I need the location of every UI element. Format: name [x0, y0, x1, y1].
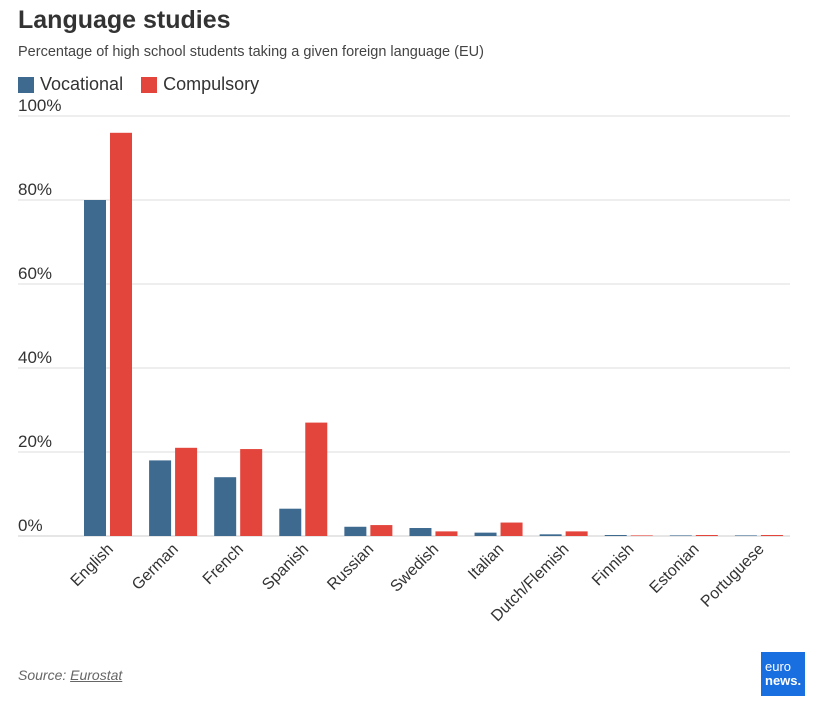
bar-vocational	[604, 535, 627, 536]
bar-vocational	[214, 477, 237, 536]
legend-item-vocational: Vocational	[18, 74, 123, 95]
x-tick-label: English	[68, 541, 117, 590]
bar-compulsory	[695, 535, 718, 536]
bar-vocational	[149, 460, 172, 536]
bar-vocational	[734, 535, 757, 536]
y-tick-label: 60%	[18, 264, 52, 283]
bar-compulsory	[240, 449, 263, 536]
bar-compulsory	[500, 522, 523, 536]
x-tick-label: Swedish	[387, 541, 442, 596]
x-tick-label: French	[200, 541, 247, 588]
bar-vocational	[669, 535, 692, 536]
x-tick-label: Spanish	[259, 541, 312, 594]
chart-subtitle: Percentage of high school students takin…	[18, 44, 484, 60]
legend-swatch-compulsory	[141, 76, 158, 93]
x-tick-label: Portuguese	[698, 541, 768, 611]
bar-vocational	[539, 534, 562, 536]
legend-label-compulsory: Compulsory	[163, 74, 260, 94]
bar-vocational	[344, 526, 367, 536]
chart-legend: Vocational Compulsory	[18, 74, 259, 95]
legend-label-vocational: Vocational	[40, 74, 124, 94]
x-tick-label: Estonian	[647, 541, 703, 597]
y-tick-label: 0%	[18, 516, 43, 535]
bar-compulsory	[565, 531, 588, 536]
source-note: Source: Eurostat	[18, 667, 122, 683]
y-tick-label: 20%	[18, 432, 52, 451]
bar-chart: 0% 20% 40% 60% 80% 100% English German French Spa…	[18, 96, 790, 625]
bar-compulsory	[110, 132, 132, 537]
bar-vocational	[409, 528, 432, 536]
bar-compulsory	[305, 422, 328, 536]
bar-vocational	[84, 200, 106, 536]
x-tick-label: Russian	[324, 541, 377, 594]
y-tick-label: 80%	[18, 180, 52, 199]
legend-item-compulsory: Compulsory	[141, 74, 259, 95]
bar-compulsory	[760, 535, 783, 536]
bar-compulsory	[370, 525, 393, 536]
x-tick-label: Italian	[465, 541, 507, 583]
bar-vocational	[279, 508, 302, 536]
chart-title: Language studies	[18, 6, 231, 34]
bar-vocational	[474, 532, 497, 536]
source-link[interactable]: Eurostat	[70, 667, 123, 683]
y-tick-label: 100%	[18, 96, 61, 115]
logo-text-line1: euro	[765, 659, 792, 674]
logo-text-line2: news.	[765, 673, 802, 688]
y-tick-label: 40%	[18, 348, 52, 367]
euronews-logo: euro news.	[761, 652, 805, 696]
bar-compulsory	[175, 447, 198, 536]
legend-swatch-vocational	[18, 76, 34, 93]
x-tick-label: Finnish	[589, 541, 637, 589]
bar-compulsory	[630, 535, 653, 536]
source-prefix: Source:	[18, 667, 67, 683]
x-tick-label: German	[129, 541, 182, 594]
bar-compulsory	[435, 531, 458, 536]
